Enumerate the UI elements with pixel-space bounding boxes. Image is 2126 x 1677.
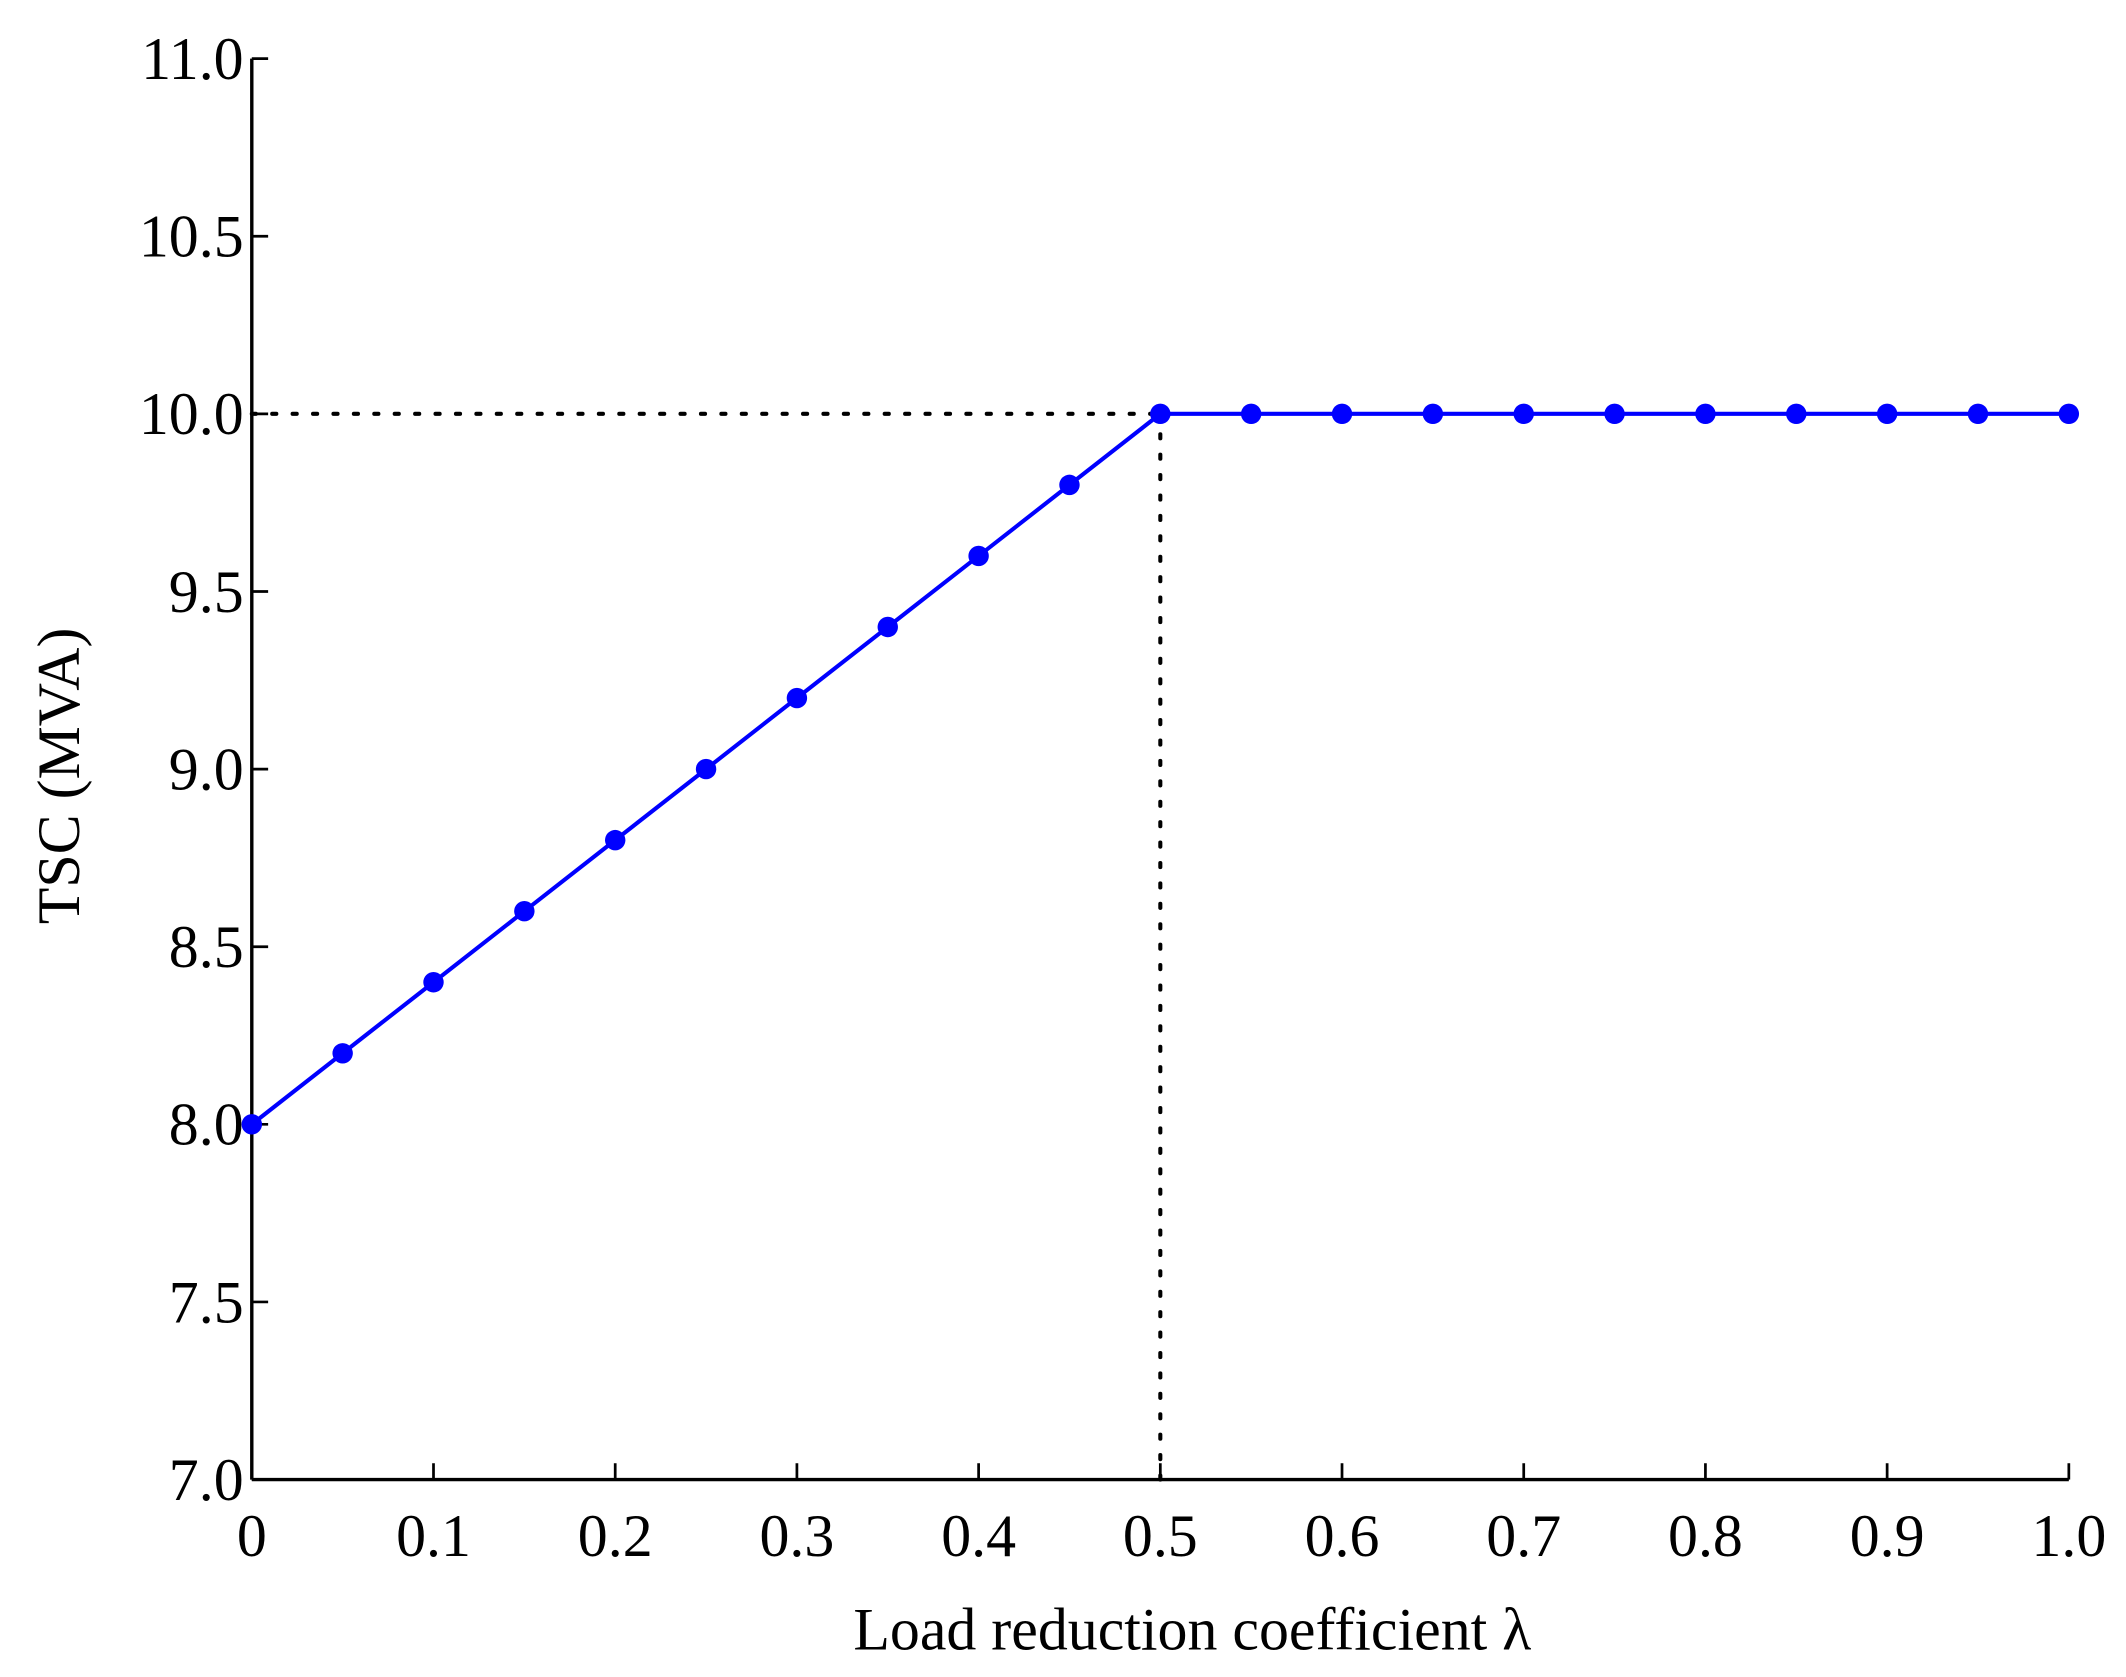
x-tick-label: 0.6 — [1305, 1503, 1380, 1569]
y-axis-label: TSC (MVA) — [26, 628, 92, 925]
x-tick-label: 0.3 — [759, 1503, 834, 1569]
point — [786, 687, 808, 709]
x-tick-label: 0.5 — [1123, 1503, 1198, 1569]
y-tick-label: 9.5 — [169, 559, 244, 625]
point — [2058, 403, 2080, 425]
point — [423, 972, 444, 993]
x-tick-label: 0.7 — [1486, 1503, 1561, 1569]
point — [604, 829, 626, 851]
point — [1240, 403, 1262, 425]
y-tick-label: 10.0 — [139, 381, 244, 447]
point — [1422, 403, 1444, 425]
point — [1513, 403, 1534, 425]
x-axis-label: Load reduction coefficient λ — [853, 1597, 1531, 1663]
x-tick-label: 0.9 — [1850, 1503, 1925, 1569]
point — [1150, 403, 1171, 425]
y-tick-label: 9.0 — [169, 737, 244, 803]
point — [241, 1114, 263, 1135]
point — [1786, 403, 1807, 425]
x-tick-label: 0.8 — [1668, 1503, 1743, 1569]
y-tick-label: 7.5 — [169, 1269, 244, 1335]
x-tick-label: 0.2 — [578, 1503, 653, 1569]
x-tick-label: 0 — [237, 1503, 267, 1569]
y-tick-label: 8.5 — [169, 914, 244, 980]
point — [332, 1043, 353, 1064]
point — [1876, 403, 1898, 425]
point — [514, 900, 535, 922]
point — [1695, 403, 1716, 425]
x-tick-label: 1.0 — [2031, 1503, 2106, 1569]
x-tick-label: 0.4 — [941, 1503, 1016, 1569]
point — [877, 616, 898, 638]
point — [695, 758, 717, 780]
x-tick-label: 0.1 — [396, 1503, 471, 1569]
y-tick-label: 8.0 — [169, 1092, 244, 1158]
y-tick-label: 10.5 — [139, 204, 244, 270]
y-tick-label: 7.0 — [169, 1447, 244, 1513]
y-tick-label: 11.0 — [141, 26, 244, 92]
point — [1604, 403, 1625, 425]
point — [968, 545, 989, 567]
point — [1967, 403, 1989, 425]
point — [1331, 403, 1353, 425]
point — [1059, 474, 1080, 496]
